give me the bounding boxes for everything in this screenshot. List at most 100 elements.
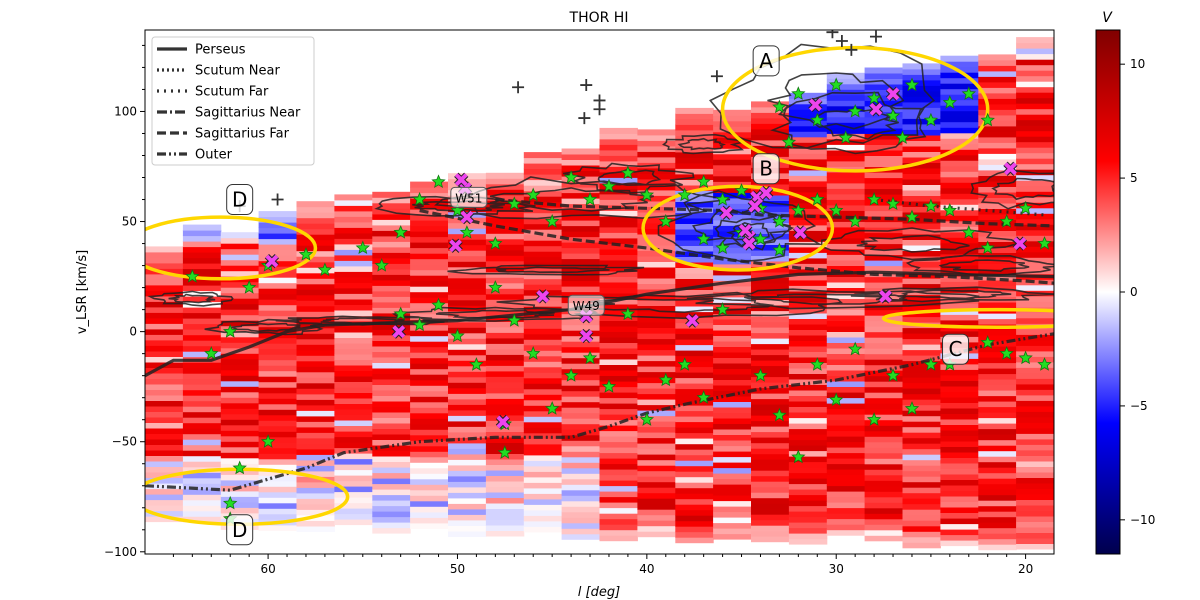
heatmap-cell xyxy=(599,293,638,299)
heatmap-cell xyxy=(485,426,525,432)
heatmap-cell xyxy=(485,459,525,465)
heatmap-cell xyxy=(220,232,260,239)
heatmap-cell xyxy=(637,531,676,538)
heatmap-cell xyxy=(864,364,903,371)
heatmap-cell xyxy=(296,201,335,208)
heatmap-cell xyxy=(599,254,638,261)
heatmap-cell xyxy=(637,267,676,273)
heatmap-cell xyxy=(978,120,1017,127)
heatmap-cell xyxy=(145,439,184,445)
heatmap-cell xyxy=(485,189,525,196)
heatmap-cell xyxy=(902,201,941,207)
heatmap-cell xyxy=(864,106,903,112)
heatmap-cell xyxy=(258,216,297,223)
heatmap-cell xyxy=(902,79,941,86)
heatmap-cell xyxy=(940,512,979,519)
heatmap-cell xyxy=(296,366,335,373)
heatmap-cell xyxy=(448,475,487,482)
heatmap-cell xyxy=(788,329,828,336)
plus-marker xyxy=(578,112,591,125)
heatmap-cell xyxy=(751,387,790,394)
heatmap-cell xyxy=(334,381,373,388)
heatmap-cell xyxy=(902,465,941,472)
heatmap-cell xyxy=(410,522,449,529)
heatmap-cell xyxy=(182,268,222,275)
heatmap-cell xyxy=(334,387,373,393)
heatmap-cell xyxy=(448,387,487,394)
heatmap-cell xyxy=(637,349,676,356)
heatmap-cell xyxy=(334,398,373,404)
heatmap-cell xyxy=(940,529,979,536)
heatmap-cell xyxy=(637,250,676,257)
heatmap-cell xyxy=(599,507,638,514)
heatmap-cell xyxy=(448,382,487,389)
heatmap-cell xyxy=(826,260,866,266)
heatmap-cell xyxy=(410,330,449,337)
heatmap-cell xyxy=(561,478,600,485)
heatmap-cell xyxy=(826,485,866,492)
heatmap-cell xyxy=(751,272,790,278)
heatmap-cell xyxy=(182,279,222,286)
heatmap-cell xyxy=(675,482,714,489)
heatmap-cell xyxy=(485,409,525,416)
region-label: B xyxy=(759,157,773,181)
heatmap-cell xyxy=(940,242,979,249)
heatmap-cell xyxy=(902,410,941,417)
source-markers xyxy=(185,30,1052,525)
heatmap-cell xyxy=(751,206,790,212)
heatmap-cell xyxy=(751,442,790,449)
heatmap-cell xyxy=(1016,361,1054,368)
heatmap-cell xyxy=(713,252,752,259)
heatmap-cell xyxy=(334,343,373,349)
heatmap-cell xyxy=(523,267,563,274)
heatmap-cell xyxy=(826,403,866,410)
heatmap-cell xyxy=(182,499,222,506)
heatmap-cell xyxy=(637,404,676,411)
heatmap-cell xyxy=(637,371,676,378)
heatmap-cell xyxy=(182,301,222,308)
heatmap-cell xyxy=(1016,103,1054,110)
heatmap-cell xyxy=(561,423,600,430)
heatmap-cell xyxy=(675,129,714,136)
heatmap-cell xyxy=(978,247,1017,253)
heatmap-cell xyxy=(599,182,638,189)
heatmap-cell xyxy=(485,233,525,240)
heatmap-cell xyxy=(637,514,676,521)
heatmap-cell xyxy=(902,366,941,373)
star-marker xyxy=(1018,200,1033,215)
heatmap-cell xyxy=(296,437,335,444)
heatmap-cell xyxy=(1016,438,1054,445)
contour-line xyxy=(897,289,1012,300)
heatmap-cell xyxy=(220,314,260,321)
heatmap-cell xyxy=(826,381,866,387)
star-marker xyxy=(223,495,238,510)
heatmap-cell xyxy=(902,179,941,185)
star-marker xyxy=(582,350,598,365)
legend-box xyxy=(151,36,315,166)
heatmap-cell xyxy=(978,81,1017,88)
heatmap-cell xyxy=(978,65,1017,72)
heatmap-cell xyxy=(145,395,184,401)
heatmap-cell xyxy=(751,332,790,339)
heatmap-cell xyxy=(713,495,752,502)
heatmap-cell xyxy=(637,145,676,152)
heatmap-cell xyxy=(258,293,297,300)
heatmap-cell xyxy=(713,186,752,193)
heatmap-cell xyxy=(675,350,714,357)
star-marker xyxy=(204,346,219,360)
heatmap-cell xyxy=(485,282,525,289)
heatmap-cell xyxy=(978,434,1017,441)
heatmap-cell xyxy=(145,339,184,346)
heatmap-cell xyxy=(637,503,676,510)
heatmap-cell xyxy=(864,436,903,443)
heatmap-cell xyxy=(675,509,714,516)
annotation-label: W51 xyxy=(455,191,482,205)
heatmap-cell xyxy=(182,224,222,231)
heatmap-cell xyxy=(713,473,752,480)
heatmap-cell xyxy=(1016,262,1054,269)
heatmap-cell xyxy=(220,243,260,250)
heatmap-cell xyxy=(978,302,1017,309)
arm-curve xyxy=(873,197,1045,217)
star-marker xyxy=(639,187,655,202)
heatmap-cell xyxy=(864,117,903,123)
